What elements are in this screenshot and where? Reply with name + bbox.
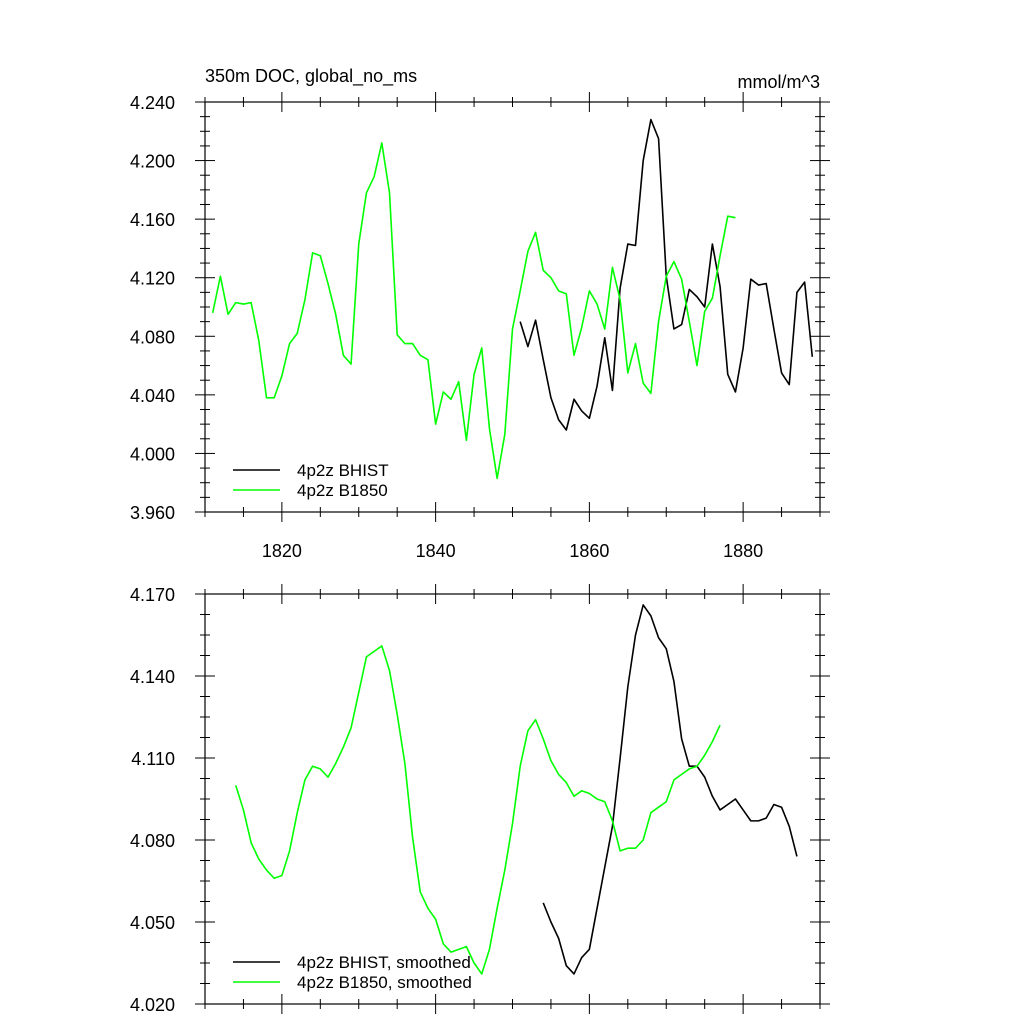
x-tick-label: 1820	[262, 541, 302, 561]
series-line-b1850	[234, 645, 721, 975]
y-tick-label: 4.080	[130, 831, 175, 851]
units-label: mmol/m^3	[738, 72, 820, 92]
y-tick-label: 4.050	[130, 913, 175, 933]
y-tick-label: 4.080	[130, 327, 175, 347]
y-tick-label: 4.160	[130, 210, 175, 230]
bottom-panel: 4.020 4.050 4.080 4.110 4.140 4.170	[130, 584, 830, 1015]
x-tick-label: 1840	[416, 541, 456, 561]
y-tick-label: 4.240	[130, 93, 175, 113]
plot-frame	[204, 593, 821, 1005]
y-tick-label: 4.170	[130, 585, 175, 605]
legend-label-b1850: 4p2z B1850	[297, 481, 388, 500]
y-tick-label: 4.040	[130, 386, 175, 406]
y-tick-label: 4.200	[130, 152, 175, 172]
plot-frame	[204, 101, 821, 513]
legend-top: 4p2z BHIST 4p2z B1850	[233, 461, 389, 500]
legend-label-bhist: 4p2z BHIST	[297, 461, 389, 480]
y-tick-label: 4.140	[130, 667, 175, 687]
top-panel: 1820 1840 1860 1880 3.960 4.000 4.040 4.080 4.12…	[130, 92, 830, 561]
chart-title: 350m DOC, global_no_ms	[205, 66, 417, 87]
y-tick-label: 4.020	[130, 995, 175, 1015]
series-line-b1850	[211, 142, 736, 480]
x-tick-label: 1880	[723, 541, 763, 561]
series-line-bhist	[542, 604, 798, 975]
legend-label-b1850-smoothed: 4p2z B1850, smoothed	[297, 973, 472, 992]
x-tick-label: 1860	[569, 541, 609, 561]
y-tick-label: 4.120	[130, 269, 175, 289]
y-tick-label: 3.960	[130, 503, 175, 523]
y-tick-label: 4.000	[130, 444, 175, 464]
y-tick-label: 4.110	[131, 749, 175, 769]
legend-bottom: 4p2z BHIST, smoothed 4p2z B1850, smoothe…	[233, 953, 472, 992]
legend-label-bhist-smoothed: 4p2z BHIST, smoothed	[297, 953, 471, 972]
